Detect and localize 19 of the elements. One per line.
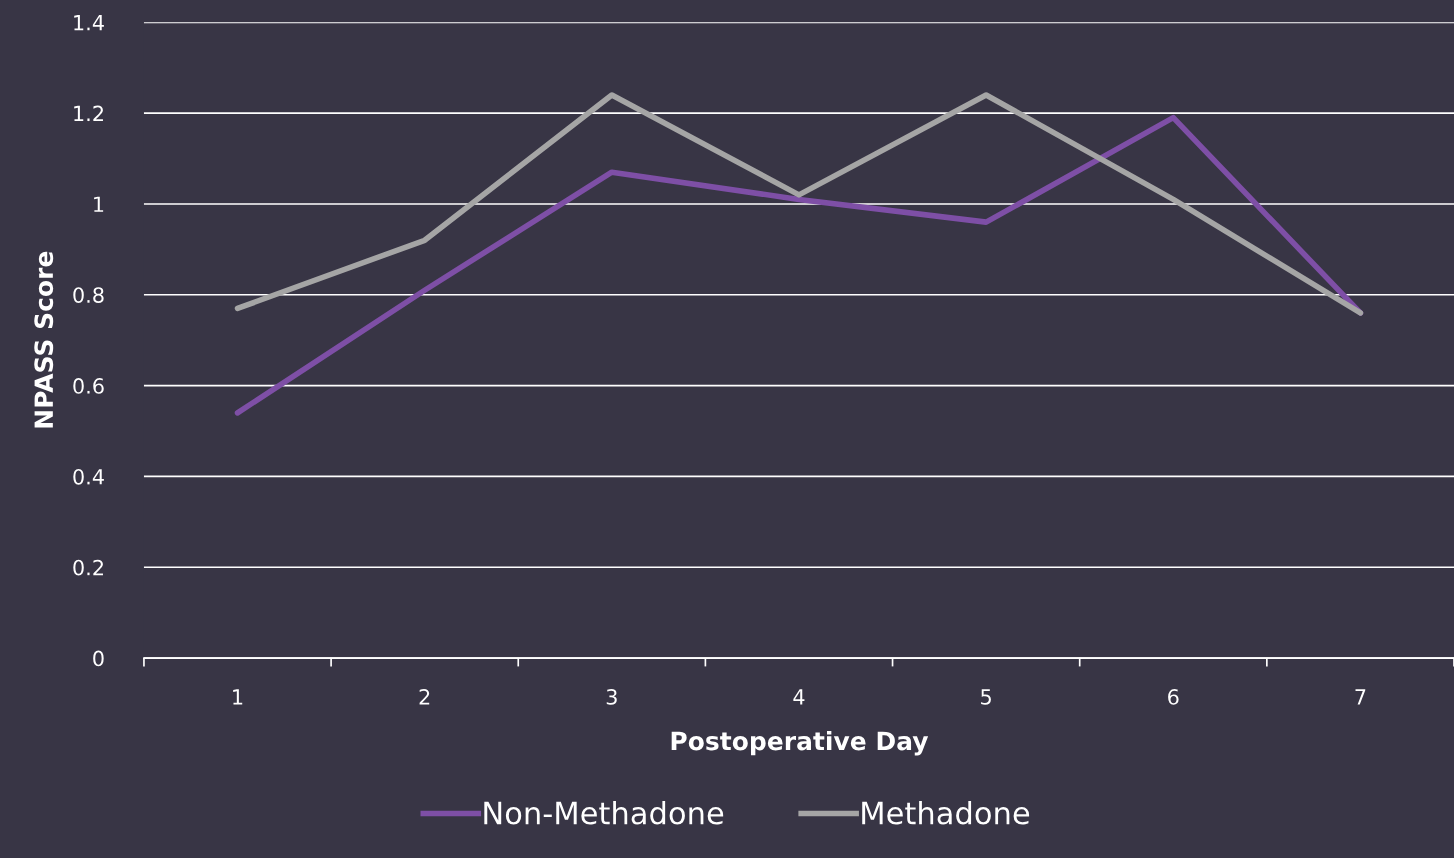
legend-label: Methadone bbox=[862, 800, 1030, 825]
x-tick-label: 5 bbox=[981, 689, 991, 705]
y-tick-label: 0.4 bbox=[73, 468, 104, 485]
y-tick-label: 0.6 bbox=[73, 378, 104, 394]
y-tick-label: 0.8 bbox=[73, 287, 104, 303]
legend-label: Non-Methadone bbox=[484, 800, 724, 825]
x-tick-label: 1 bbox=[233, 689, 243, 705]
x-tick-label: 3 bbox=[606, 689, 617, 705]
y-axis-title: NPASS Score bbox=[34, 251, 54, 428]
x-tick-label: 2 bbox=[419, 689, 430, 705]
y-tick-label: 1.4 bbox=[74, 15, 104, 31]
y-tick-label: 0 bbox=[93, 650, 104, 667]
y-tick-label: 0.2 bbox=[73, 559, 103, 576]
x-tick-label: 4 bbox=[793, 689, 805, 705]
x-tick-label: 6 bbox=[1168, 689, 1179, 705]
y-tick-label: 1 bbox=[94, 196, 104, 212]
y-tick-label: 1.2 bbox=[74, 105, 103, 122]
x-axis-title: Postoperative Day bbox=[671, 731, 929, 756]
x-tick-label: 7 bbox=[1355, 689, 1366, 705]
